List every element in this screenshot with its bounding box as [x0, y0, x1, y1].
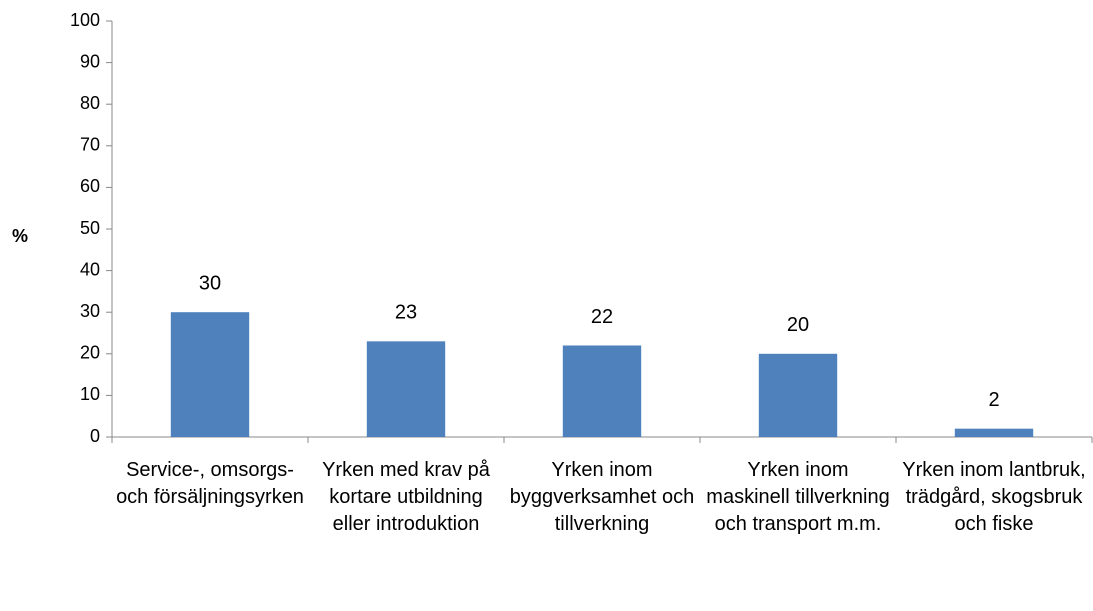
y-tick-label: 50 [80, 218, 100, 238]
y-tick-label: 40 [80, 259, 100, 279]
x-tick-label: Yrken inom byggverksamhet och tillverkni… [509, 459, 695, 535]
bar [170, 312, 250, 437]
x-tick-label: Service-, omsorgs- och försäljningsyrken [116, 459, 304, 508]
value-label: 30 [199, 272, 221, 294]
y-tick-label: 0 [90, 426, 100, 446]
y-tick-label: 20 [80, 343, 100, 363]
y-tick-label: 100 [70, 10, 100, 30]
y-tick-label: 80 [80, 93, 100, 113]
bar [562, 345, 642, 437]
value-label: 2 [988, 389, 999, 411]
value-label: 22 [591, 306, 613, 328]
x-tick-label: Yrken inom maskinell tillverkning och tr… [706, 459, 890, 535]
x-tick-label: Yrken med krav på kortare utbildning ell… [322, 459, 490, 535]
y-axis-label: % [12, 226, 28, 246]
y-tick-label: 30 [80, 301, 100, 321]
y-tick-label: 60 [80, 176, 100, 196]
bar [954, 428, 1034, 437]
y-tick-label: 70 [80, 135, 100, 155]
y-tick-label: 90 [80, 51, 100, 71]
x-tick-label: Yrken inom lantbruk, trädgård, skogsbruk… [902, 459, 1086, 535]
bar [758, 353, 838, 437]
value-label: 23 [395, 302, 417, 324]
y-tick-label: 10 [80, 384, 100, 404]
bar [366, 341, 446, 437]
value-label: 20 [787, 314, 809, 336]
